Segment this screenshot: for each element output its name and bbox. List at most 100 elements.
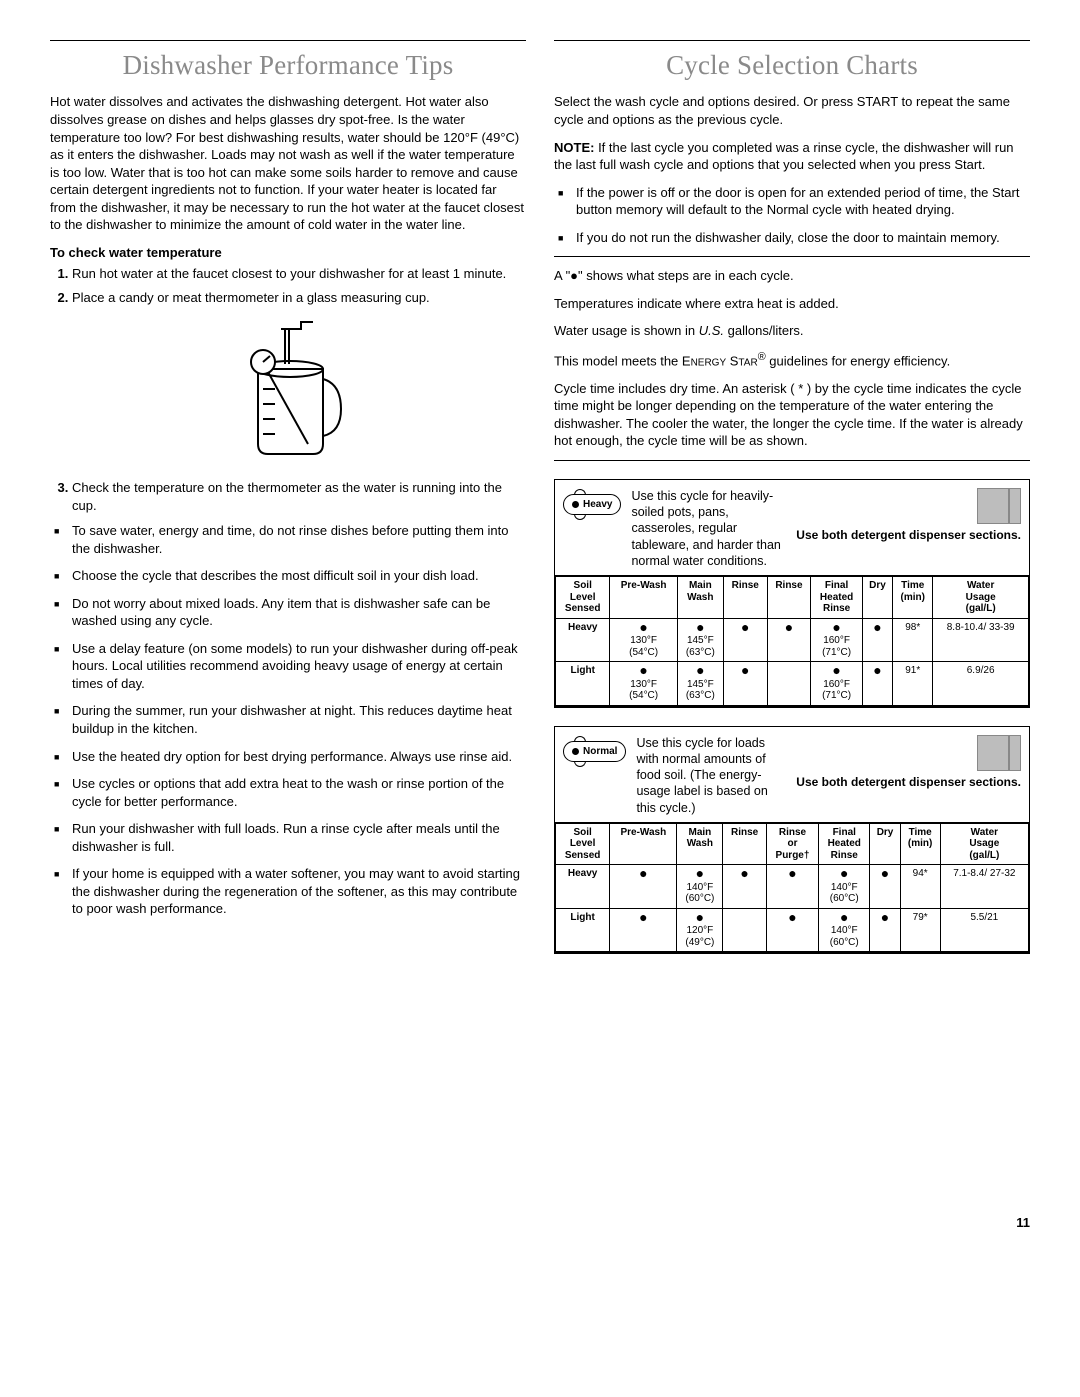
- table-row: Light●●120°F(49°C)●●140°F(60°C)●79*5.5/2…: [556, 908, 1029, 953]
- heavy-table: SoilLevelSensedPre-WashMainWashRinseRins…: [555, 575, 1029, 708]
- cycle-heavy-head: Heavy Use this cycle for heavily-soiled …: [555, 480, 1029, 575]
- tip-item: Use cycles or options that add extra hea…: [72, 775, 526, 810]
- table-header: Pre-Wash: [610, 576, 677, 618]
- cycle-normal-head: Normal Use this cycle for loads with nor…: [555, 727, 1029, 822]
- table-header: Rinse: [767, 576, 811, 618]
- table-cell: [767, 662, 811, 707]
- row-label: Light: [556, 662, 610, 707]
- dispenser-text: Use both detergent dispenser sections.: [796, 775, 1021, 789]
- check-temp-steps: Run hot water at the faucet closest to y…: [50, 265, 526, 306]
- table-cell: ●: [862, 662, 892, 707]
- table-cell: 6.9/26: [933, 662, 1029, 707]
- table-cell: 98*: [893, 618, 933, 662]
- legend-line: This model meets the ENERGY STAR® guidel…: [554, 350, 1030, 370]
- legend-line: A "●" shows what steps are in each cycle…: [554, 267, 1030, 285]
- table-header: Time(min): [893, 576, 933, 618]
- legend-line: Temperatures indicate where extra heat i…: [554, 295, 1030, 313]
- table-header: RinseorPurge†: [766, 823, 818, 865]
- table-cell: ●160°F(71°C): [811, 662, 863, 707]
- table-row: Heavy●130°F(54°C)●145°F(63°C)●●●160°F(71…: [556, 618, 1029, 662]
- table-cell: ●: [870, 865, 900, 909]
- tip-item: Run your dishwasher with full loads. Run…: [72, 820, 526, 855]
- table-cell: ●: [767, 618, 811, 662]
- dispenser-text: Use both detergent dispenser sections.: [796, 528, 1021, 542]
- right-note: NOTE: If the last cycle you completed wa…: [554, 139, 1030, 174]
- normal-table: SoilLevelSensedPre-WashMainWashRinseRins…: [555, 822, 1029, 955]
- check-temp-step3-list: Check the temperature on the thermometer…: [50, 479, 526, 514]
- table-cell: ●140°F(60°C): [819, 865, 870, 909]
- heavy-badge: Heavy: [563, 494, 621, 516]
- tip-item: To save water, energy and time, do not r…: [72, 522, 526, 557]
- table-cell: ●: [723, 618, 767, 662]
- table-cell: ●145°F(63°C): [677, 618, 723, 662]
- cycle-heavy: Heavy Use this cycle for heavily-soiled …: [554, 479, 1030, 708]
- table-cell: ●145°F(63°C): [677, 662, 723, 707]
- step-3: Check the temperature on the thermometer…: [72, 479, 526, 514]
- table-header: FinalHeatedRinse: [811, 576, 863, 618]
- badge-label: Normal: [583, 745, 617, 759]
- page-number: 11: [554, 1214, 1030, 1232]
- table-header: Pre-Wash: [610, 823, 677, 865]
- bullet-item: If you do not run the dishwasher daily, …: [576, 229, 1030, 247]
- table-cell: ●: [870, 908, 900, 953]
- table-header: FinalHeatedRinse: [819, 823, 870, 865]
- dot-icon: [572, 501, 579, 508]
- left-column: Dishwasher Performance Tips Hot water di…: [50, 40, 526, 1232]
- row-label: Heavy: [556, 865, 610, 909]
- upper-bullets: If the power is off or the door is open …: [554, 184, 1030, 247]
- note-label: NOTE:: [554, 140, 594, 155]
- step-2: Place a candy or meat thermometer in a g…: [72, 289, 526, 307]
- table-cell: ●130°F(54°C): [610, 618, 677, 662]
- left-title: Dishwasher Performance Tips: [50, 47, 526, 83]
- note-text: If the last cycle you completed was a ri…: [554, 140, 1014, 173]
- normal-badge: Normal: [563, 741, 626, 763]
- table-cell: [723, 908, 767, 953]
- table-cell: ●140°F(60°C): [819, 908, 870, 953]
- table-cell: ●120°F(49°C): [677, 908, 723, 953]
- normal-dispenser: Use both detergent dispenser sections.: [796, 735, 1021, 790]
- table-header: Rinse: [723, 576, 767, 618]
- table-header: MainWash: [677, 576, 723, 618]
- tip-item: Use the heated dry option for best dryin…: [72, 748, 526, 766]
- dispenser-icon: [977, 488, 1021, 524]
- table-cell: ●: [610, 865, 677, 909]
- page-layout: Dishwasher Performance Tips Hot water di…: [50, 40, 1030, 1232]
- row-label: Light: [556, 908, 610, 953]
- divider: [554, 460, 1030, 461]
- table-row: Heavy●●140°F(60°C)●●●140°F(60°C)●94*7.1-…: [556, 865, 1029, 909]
- table-header: WaterUsage(gal/L): [940, 823, 1028, 865]
- table-cell: 8.8-10.4/ 33-39: [933, 618, 1029, 662]
- heavy-desc: Use this cycle for heavily-soiled pots, …: [631, 488, 786, 569]
- table-cell: ●: [723, 662, 767, 707]
- bullet-item: If the power is off or the door is open …: [576, 184, 1030, 219]
- table-header-row: SoilLevelSensedPre-WashMainWashRinseRins…: [556, 576, 1029, 618]
- table-cell: ●: [766, 865, 818, 909]
- table-header: Rinse: [723, 823, 767, 865]
- tip-item: If your home is equipped with a water so…: [72, 865, 526, 918]
- divider: [554, 256, 1030, 257]
- table-header: MainWash: [677, 823, 723, 865]
- table-cell: 94*: [900, 865, 940, 909]
- tip-item: Do not worry about mixed loads. Any item…: [72, 595, 526, 630]
- table-cell: ●: [862, 618, 892, 662]
- legend-line: Cycle time includes dry time. An asteris…: [554, 380, 1030, 450]
- dispenser-icon: [977, 735, 1021, 771]
- table-cell: 7.1-8.4/ 27-32: [940, 865, 1028, 909]
- tip-item: During the summer, run your dishwasher a…: [72, 702, 526, 737]
- table-row: Light●130°F(54°C)●145°F(63°C)●●160°F(71°…: [556, 662, 1029, 707]
- table-cell: ●160°F(71°C): [811, 618, 863, 662]
- table-header-row: SoilLevelSensedPre-WashMainWashRinseRins…: [556, 823, 1029, 865]
- subhead-check-temp: To check water temperature: [50, 244, 526, 262]
- table-cell: ●140°F(60°C): [677, 865, 723, 909]
- table-cell: 91*: [893, 662, 933, 707]
- divider: [50, 40, 526, 41]
- tip-item: Choose the cycle that describes the most…: [72, 567, 526, 585]
- tip-item: Use a delay feature (on some models) to …: [72, 640, 526, 693]
- right-title: Cycle Selection Charts: [554, 47, 1030, 83]
- table-cell: ●: [610, 908, 677, 953]
- legend-line: Water usage is shown in U.S. gallons/lit…: [554, 322, 1030, 340]
- badge-label: Heavy: [583, 498, 612, 512]
- measuring-cup-illustration: [50, 314, 526, 469]
- table-header: SoilLevelSensed: [556, 823, 610, 865]
- tips-bullets: To save water, energy and time, do not r…: [50, 522, 526, 918]
